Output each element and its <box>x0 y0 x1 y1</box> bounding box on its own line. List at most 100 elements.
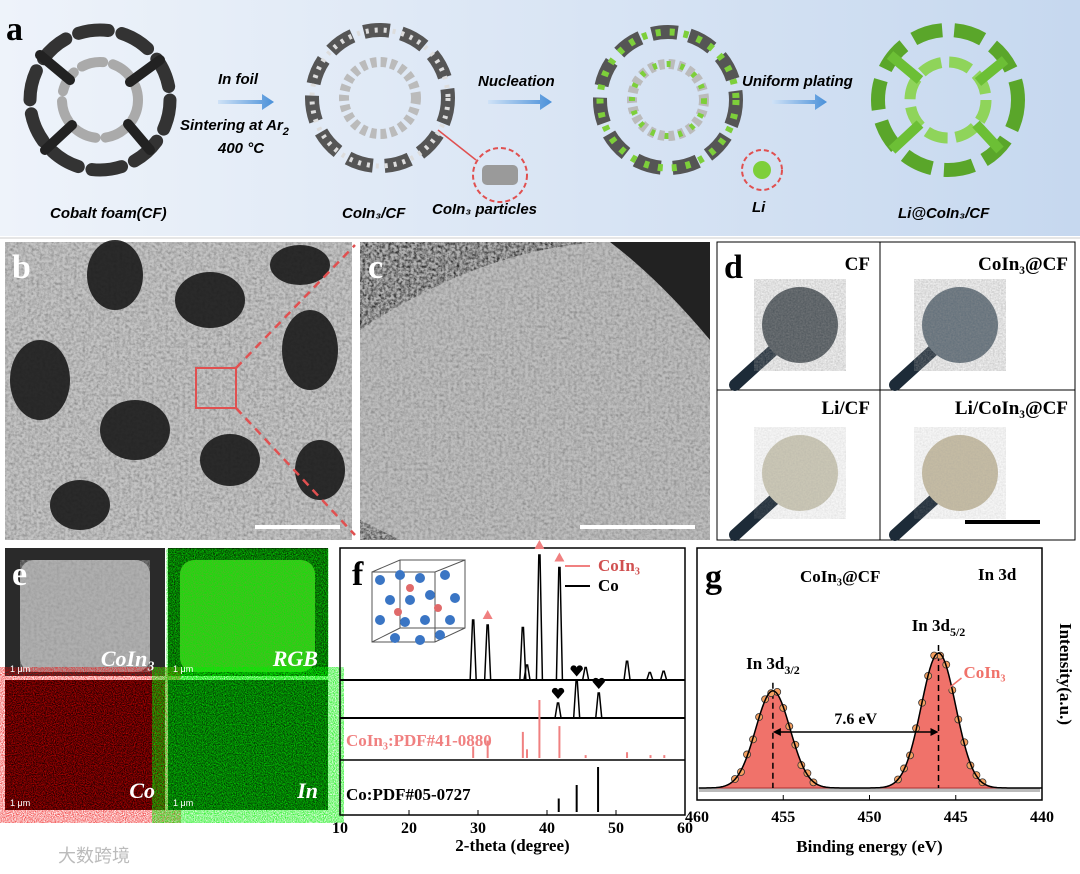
peak-marker <box>592 677 605 689</box>
peak <box>519 626 527 681</box>
zoom-line <box>235 244 356 369</box>
photo-label: CoIn₃@CF <box>978 254 1068 275</box>
x-tick-label: 60 <box>677 820 693 837</box>
label: Sintering at Ar2 <box>180 117 289 138</box>
splitting-label: 7.6 eV <box>834 711 877 728</box>
peak-marker <box>554 552 565 562</box>
peak <box>581 666 590 681</box>
sem-c <box>360 242 710 540</box>
x-tick-label: 20 <box>401 820 417 837</box>
peak <box>554 702 562 719</box>
peak-label-sub: 5/2 <box>950 625 965 639</box>
zoom-box <box>195 367 237 409</box>
photo-label: Li/CF <box>821 398 870 419</box>
map-label: CoIn₃ <box>101 646 155 671</box>
photo-label: CF <box>845 254 870 275</box>
peak <box>523 664 531 681</box>
x-tick-label: 460 <box>685 809 709 826</box>
scale-label: 1 μm <box>173 664 193 674</box>
panel-label: b <box>12 249 31 286</box>
x-tick-label: 455 <box>771 809 795 826</box>
x-tick-label: 30 <box>470 820 486 837</box>
peak <box>623 660 631 681</box>
zoom-line <box>235 407 356 536</box>
photo-grid <box>716 241 1076 541</box>
callout-line <box>437 129 477 161</box>
panel-label: c <box>368 249 383 286</box>
reference-label: Co:PDF#05-0727 <box>346 785 471 804</box>
foam-cf <box>23 23 177 177</box>
crystal-structure <box>371 559 466 645</box>
label: In foil <box>218 71 259 88</box>
legend-label: CoIn₃ <box>598 556 640 575</box>
y-axis-label: Intensity(a.u.) <box>1056 623 1075 725</box>
peak-marker <box>534 540 545 549</box>
label: Nucleation <box>478 73 555 90</box>
label: Li@CoIn₃/CF <box>898 205 990 222</box>
foam-nucleation <box>593 25 743 175</box>
label: CoIn₃ particles <box>432 201 537 218</box>
plot-frame <box>339 547 686 816</box>
label: Li <box>752 199 766 216</box>
peak-label: In 3d3/2 <box>746 654 800 677</box>
particle-icon <box>482 165 518 185</box>
li-icon <box>753 161 771 179</box>
scale-label: 1 μm <box>10 664 30 674</box>
x-tick-label: 10 <box>332 820 348 837</box>
label: 400 °C <box>217 140 265 157</box>
arrow <box>218 94 274 110</box>
peak <box>659 670 668 681</box>
x-tick-label: 445 <box>944 809 968 826</box>
peak <box>595 692 603 719</box>
scale-label: 1 μm <box>10 798 30 808</box>
x-axis-label: 2-theta (degree) <box>455 836 569 855</box>
peak-label: In 3d5/2 <box>912 616 966 639</box>
callout <box>472 147 528 203</box>
photo-label: Li/CoIn₃@CF <box>955 398 1068 419</box>
label-main: Sintering at Ar <box>180 117 284 134</box>
x-tick-label: 40 <box>539 820 555 837</box>
peak <box>572 679 581 719</box>
peak <box>469 619 477 681</box>
fit-pointer <box>946 677 962 691</box>
map-label: Co <box>129 778 155 803</box>
peak-marker <box>482 610 493 619</box>
panel-a-bg <box>0 0 1080 236</box>
panel-label: e <box>12 556 27 593</box>
panel-label: a <box>6 11 23 48</box>
arrow <box>772 94 827 110</box>
scale-label: 1 μm <box>173 798 193 808</box>
peak <box>646 671 654 681</box>
x-tick-label: 440 <box>1030 809 1054 826</box>
map-label: In <box>296 778 318 803</box>
sem-b <box>5 240 352 540</box>
panel-label: f <box>352 556 364 593</box>
map-label: RGB <box>272 646 318 671</box>
foam-li <box>871 23 1025 177</box>
label: Cobalt foam(CF) <box>50 205 167 222</box>
foam-coin3 <box>305 23 455 173</box>
peak <box>555 566 564 681</box>
region-label: In 3d <box>978 565 1017 584</box>
x-tick-label: 450 <box>858 809 882 826</box>
x-axis-label: Binding energy (eV) <box>796 837 942 856</box>
arrow <box>488 94 552 110</box>
eds-maps <box>5 548 328 810</box>
peak-marker <box>551 687 565 699</box>
legend-label: Co <box>598 576 619 595</box>
label: Uniform plating <box>742 73 853 90</box>
envelope <box>698 652 1042 789</box>
fit-label: CoIn₃ <box>964 663 1006 682</box>
peak-label-main: In 3d <box>746 654 785 673</box>
chart-title: CoIn₃@CF <box>800 567 880 586</box>
label-sub: 2 <box>282 126 289 138</box>
peak <box>483 624 492 681</box>
callout <box>741 149 783 191</box>
peak-marker <box>570 665 583 677</box>
peak-label-main: In 3d <box>912 616 951 635</box>
panel-label: d <box>724 249 743 286</box>
x-tick-label: 50 <box>608 820 624 837</box>
panel-label: g <box>705 559 722 596</box>
peak <box>535 554 544 681</box>
